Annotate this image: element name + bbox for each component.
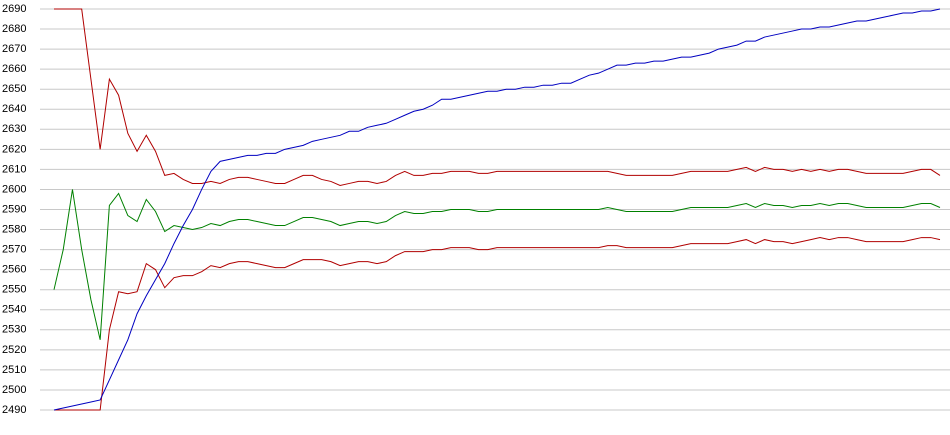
y-tick-label: 2620 <box>2 143 26 155</box>
series-line <box>54 237 941 411</box>
y-tick-label: 2680 <box>2 23 26 35</box>
y-tick-label: 2650 <box>2 83 26 95</box>
y-tick-label: 2670 <box>2 43 26 55</box>
series-line <box>54 8 941 186</box>
y-tick-label: 2660 <box>2 63 26 75</box>
y-tick-label: 2630 <box>2 123 26 135</box>
y-tick-label: 2640 <box>2 103 26 115</box>
y-tick-label: 2520 <box>2 344 26 356</box>
y-tick-label: 2530 <box>2 324 26 336</box>
y-tick-label: 2560 <box>2 264 26 276</box>
y-tick-label: 2690 <box>2 3 26 15</box>
y-tick-label: 2610 <box>2 163 26 175</box>
y-tick-label: 2570 <box>2 244 26 256</box>
y-tick-label: 2600 <box>2 183 26 195</box>
y-tick-label: 2500 <box>2 384 26 396</box>
y-tick-label: 2490 <box>2 404 26 416</box>
series-line <box>53 8 941 411</box>
y-tick-label: 2550 <box>2 284 26 296</box>
y-tick-label: 2590 <box>2 203 26 215</box>
y-tick-label: 2540 <box>2 304 26 316</box>
series-line <box>53 189 941 340</box>
y-tick-label: 2510 <box>2 364 26 376</box>
y-tick-label: 2580 <box>2 223 26 235</box>
